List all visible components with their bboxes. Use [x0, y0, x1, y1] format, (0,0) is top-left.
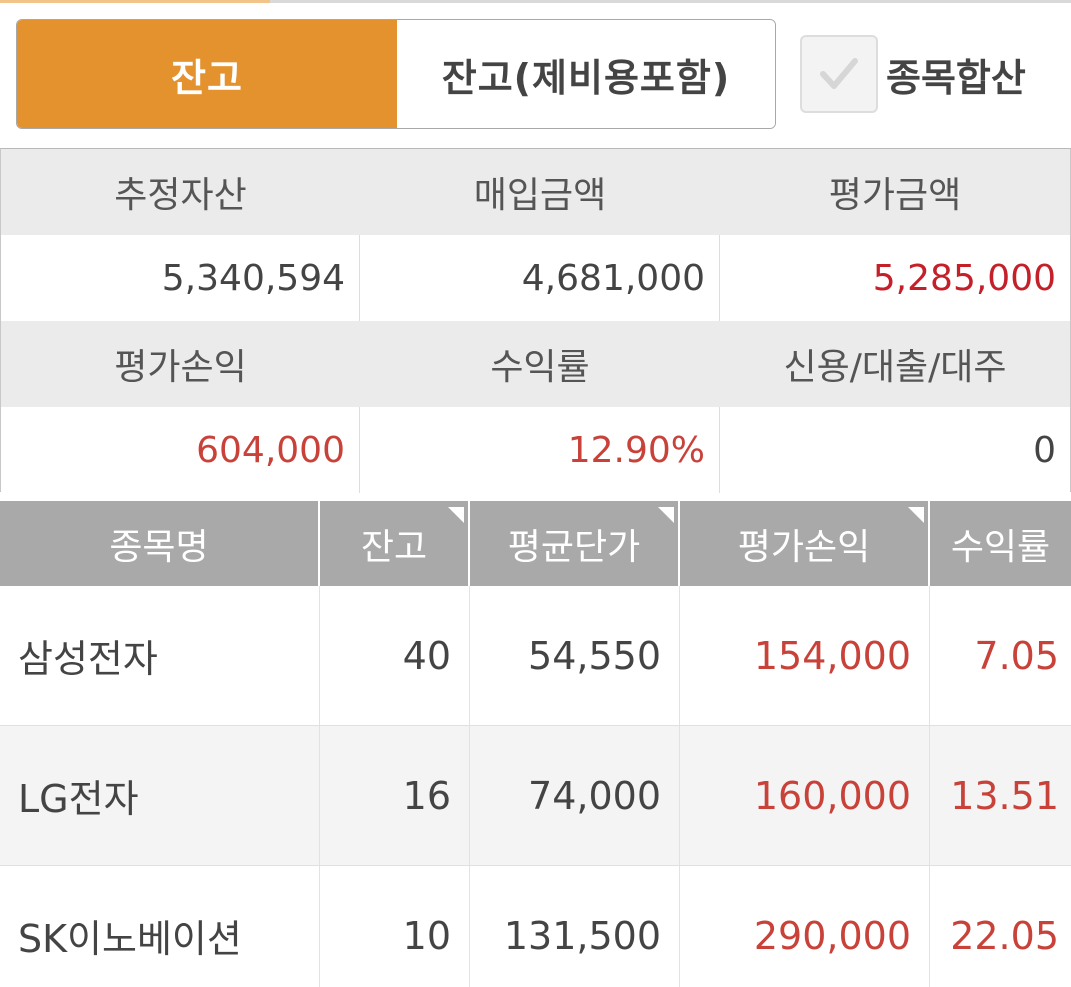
estimated-assets-value: 5,340,594: [1, 235, 360, 321]
stock-qty: 16: [320, 726, 470, 865]
stock-pnl: 154,000: [680, 586, 930, 725]
account-summary: 추정자산 매입금액 평가금액 5,340,594 4,681,000 5,285…: [0, 148, 1071, 493]
stock-rate: 22.05: [950, 913, 1059, 958]
top-divider: [0, 0, 1071, 3]
stock-name: LG전자: [0, 726, 320, 865]
column-header-name[interactable]: 종목명: [0, 501, 320, 586]
stock-avg-price: 131,500: [470, 866, 680, 987]
stock-rate: 13.51: [950, 773, 1059, 818]
check-icon: [820, 58, 858, 89]
credit-loan-value: 0: [1033, 429, 1056, 471]
stock-avg-price: 74,000: [470, 726, 680, 865]
table-row[interactable]: LG전자 16 74,000 160,000 13.51: [0, 726, 1071, 866]
column-header-rate[interactable]: 수익률: [950, 526, 1051, 568]
aggregate-checkbox[interactable]: [800, 35, 878, 113]
stock-qty: 10: [320, 866, 470, 987]
table-row[interactable]: 삼성전자 40 54,550 154,000 7.05: [0, 586, 1071, 726]
summary-value-row: 604,000 12.90% 0: [1, 407, 1070, 493]
evaluation-pnl-value: 604,000: [1, 407, 360, 493]
top-accent-bar: [0, 0, 270, 3]
column-header-pnl-label: 평가손익: [737, 526, 871, 568]
return-rate-label: 수익률: [490, 347, 590, 388]
stock-rate: 7.05: [974, 633, 1059, 678]
return-rate-value: 12.90%: [360, 407, 720, 493]
stock-pnl: 290,000: [680, 866, 930, 987]
summary-header-row: 추정자산 매입금액 평가금액: [1, 149, 1070, 235]
stock-avg-price: 54,550: [470, 586, 680, 725]
holdings-header-row: 종목명 잔고 평균단가 평가손익 수익률: [0, 501, 1071, 586]
sort-corner-icon: [658, 507, 674, 523]
column-header-qty-label: 잔고: [360, 526, 428, 568]
column-header-avg-price[interactable]: 평균단가: [470, 501, 680, 586]
purchase-amount-value: 4,681,000: [360, 235, 720, 321]
stock-name: 삼성전자: [0, 586, 320, 725]
evaluation-amount-value: 5,285,000: [872, 257, 1056, 299]
aggregate-checkbox-label[interactable]: 종목합산: [886, 55, 1026, 100]
evaluation-pnl-label: 평가손익: [114, 347, 247, 388]
stock-name: SK이노베이션: [0, 866, 320, 987]
summary-header-row: 평가손익 수익률 신용/대출/대주: [1, 321, 1070, 407]
stock-qty: 40: [320, 586, 470, 725]
estimated-assets-label: 추정자산: [114, 175, 247, 216]
column-header-qty[interactable]: 잔고: [320, 501, 470, 586]
holdings-table: 종목명 잔고 평균단가 평가손익 수익률 삼성전자 40 54,550 154,…: [0, 501, 1071, 987]
column-header-pnl[interactable]: 평가손익: [680, 501, 930, 586]
sort-corner-icon: [908, 507, 924, 523]
evaluation-amount-label: 평가금액: [828, 175, 962, 216]
credit-loan-label: 신용/대출/대주: [783, 347, 1007, 388]
aggregate-checkbox-control[interactable]: 종목합산: [800, 34, 1026, 114]
sort-corner-icon: [448, 507, 464, 523]
stock-pnl: 160,000: [680, 726, 930, 865]
purchase-amount-label: 매입금액: [473, 175, 607, 216]
balance-tab-button[interactable]: 잔고: [17, 20, 397, 128]
balance-toggle: 잔고 잔고(제비용포함): [16, 19, 776, 129]
column-header-avg-price-label: 평균단가: [507, 526, 641, 568]
balance-with-fees-tab-button[interactable]: 잔고(제비용포함): [397, 20, 775, 128]
summary-value-row: 5,340,594 4,681,000 5,285,000: [1, 235, 1070, 321]
table-row[interactable]: SK이노베이션 10 131,500 290,000 22.05: [0, 866, 1071, 987]
